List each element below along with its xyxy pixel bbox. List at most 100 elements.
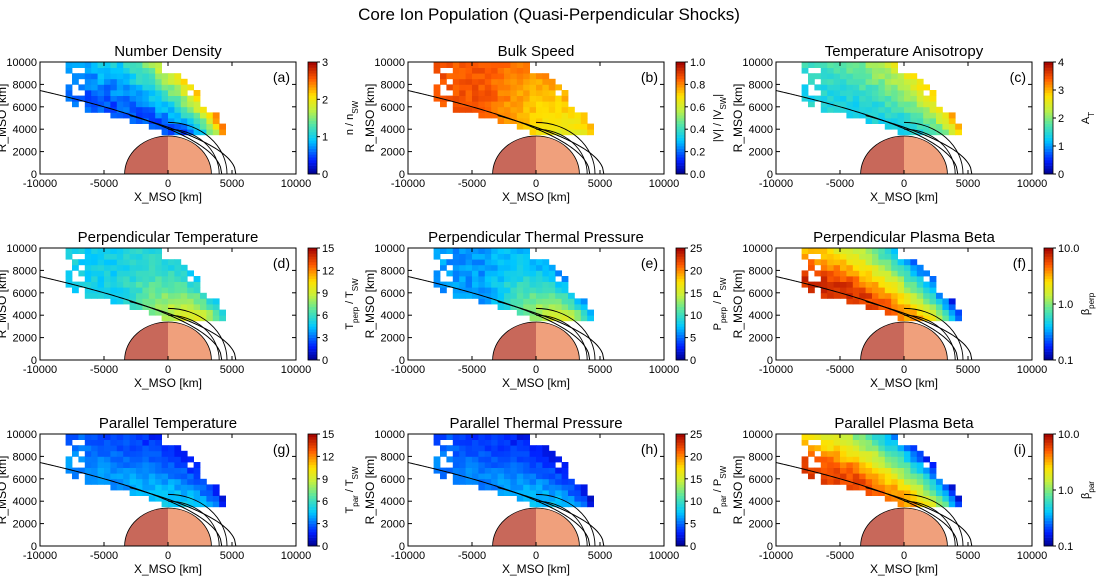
heatmap-cell bbox=[833, 95, 841, 102]
heatmap-cell bbox=[820, 292, 828, 299]
heatmap-cell bbox=[580, 129, 588, 136]
colorbar-segment bbox=[308, 309, 317, 313]
heatmap-cell bbox=[923, 473, 930, 480]
heatmap-cell bbox=[155, 106, 162, 113]
heatmap-cell bbox=[129, 478, 137, 485]
heatmap-cell bbox=[148, 309, 156, 316]
heatmap-cell bbox=[110, 467, 118, 474]
heatmap-cell bbox=[904, 270, 911, 277]
heatmap-cell bbox=[820, 270, 828, 277]
colorbar-segment bbox=[1044, 348, 1053, 352]
heatmap-cell bbox=[948, 490, 956, 496]
colorbar-segment bbox=[676, 250, 685, 254]
heatmap-cell bbox=[116, 276, 124, 282]
colorbar-segment bbox=[308, 509, 317, 513]
heatmap-cell bbox=[65, 248, 73, 254]
heatmap-cell bbox=[104, 264, 111, 271]
heatmap-cell bbox=[929, 484, 937, 491]
heatmap-cell bbox=[542, 73, 550, 80]
heatmap-cell bbox=[478, 276, 486, 282]
heatmap-cell bbox=[878, 298, 886, 305]
heatmap-cell bbox=[827, 84, 834, 91]
colorbar-segment bbox=[676, 495, 685, 499]
heatmap-cell bbox=[161, 490, 169, 496]
heatmap-cell bbox=[142, 67, 150, 74]
heatmap-cell bbox=[174, 73, 182, 80]
heatmap-cell bbox=[491, 270, 498, 277]
colorbar-segment bbox=[1044, 264, 1053, 268]
heatmap-cell bbox=[510, 67, 518, 74]
colorbar-segment bbox=[1044, 115, 1053, 119]
heatmap-cell bbox=[827, 90, 834, 96]
heatmap-cell bbox=[872, 90, 879, 96]
heatmap-cell bbox=[568, 495, 575, 502]
heatmap-cell bbox=[923, 287, 930, 294]
heatmap-cell bbox=[542, 287, 550, 294]
heatmap-cell bbox=[168, 84, 175, 91]
heatmap-cell bbox=[84, 84, 92, 91]
heatmap-cell bbox=[155, 478, 162, 485]
heatmap-cell bbox=[904, 298, 911, 305]
colorbar-segment bbox=[676, 309, 685, 313]
heatmap-cell bbox=[78, 281, 86, 288]
figure-title: Core Ion Population (Quasi-Perpendicular… bbox=[358, 5, 740, 24]
colorbar-segment bbox=[1044, 276, 1053, 280]
heatmap-cell bbox=[865, 84, 873, 91]
colorbar-segment bbox=[676, 346, 685, 350]
heatmap-cell bbox=[555, 95, 562, 102]
heatmap-cell bbox=[110, 276, 118, 282]
heatmap-cell bbox=[555, 298, 562, 305]
heatmap-cell bbox=[91, 281, 98, 288]
heatmap-cell bbox=[459, 84, 466, 91]
heatmap-cell bbox=[891, 123, 898, 130]
heatmap-cell bbox=[872, 445, 879, 452]
heatmap-cell bbox=[833, 281, 841, 288]
heatmap-cell bbox=[123, 462, 130, 468]
heatmap-cell bbox=[878, 473, 886, 480]
heatmap-cell bbox=[820, 473, 828, 480]
heatmap-cell bbox=[478, 439, 486, 446]
colorbar-segment bbox=[308, 332, 317, 336]
heatmap-cell bbox=[193, 276, 201, 282]
heatmap-cell bbox=[161, 450, 169, 457]
panel-title: Number Density bbox=[114, 43, 222, 60]
colorbar-segment bbox=[308, 259, 317, 263]
heatmap-cell bbox=[891, 101, 898, 108]
heatmap-cell bbox=[123, 264, 130, 271]
x-tick-label: 0 bbox=[533, 550, 539, 562]
heatmap-cell bbox=[504, 112, 511, 119]
heatmap-cell bbox=[529, 95, 537, 102]
heatmap-cell bbox=[840, 292, 847, 299]
heatmap-cell bbox=[852, 101, 860, 108]
y-tick-label: 2000 bbox=[749, 147, 773, 159]
heatmap-cell bbox=[516, 95, 524, 102]
heatmap-cell bbox=[136, 276, 143, 282]
heatmap-cell bbox=[136, 106, 143, 113]
colorbar-segment bbox=[1044, 439, 1053, 443]
heatmap-cell bbox=[820, 264, 828, 271]
colorbar-segment bbox=[1044, 295, 1053, 299]
heatmap-cell bbox=[91, 67, 98, 74]
heatmap-cell bbox=[529, 118, 537, 124]
heatmap-cell bbox=[955, 315, 962, 322]
colorbar-segment bbox=[1044, 290, 1053, 294]
heatmap-cell bbox=[548, 118, 556, 124]
heatmap-cell bbox=[65, 434, 73, 440]
colorbar-segment bbox=[308, 157, 317, 161]
heatmap-cell bbox=[846, 73, 854, 80]
heatmap-cell bbox=[510, 259, 518, 266]
y-tick-label: 8000 bbox=[749, 451, 773, 463]
heatmap-cell bbox=[497, 101, 505, 108]
heatmap-cell bbox=[827, 467, 834, 474]
heatmap-cell bbox=[472, 456, 479, 463]
heatmap-cell bbox=[846, 439, 854, 446]
heatmap-cell bbox=[484, 292, 492, 299]
heatmap-cell bbox=[516, 112, 524, 119]
heatmap-cell bbox=[865, 78, 873, 85]
colorbar-segment bbox=[676, 62, 685, 66]
heatmap-cell bbox=[110, 298, 118, 305]
heatmap-cell bbox=[948, 112, 956, 119]
heatmap-cell bbox=[904, 501, 911, 508]
heatmap-cell bbox=[104, 62, 111, 68]
